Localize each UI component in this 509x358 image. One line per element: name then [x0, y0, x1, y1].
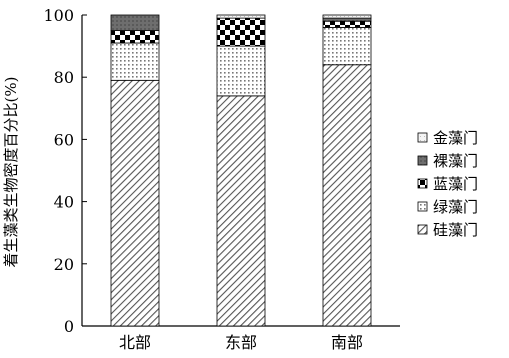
bar-segment: [110, 42, 160, 81]
legend-label: 金藻门: [433, 129, 478, 147]
x-tick-label: 南部: [331, 333, 363, 352]
legend-swatch: [417, 155, 428, 166]
bar-segment: [110, 79, 160, 327]
y-tick-label: 80: [54, 68, 74, 87]
bar-segment: [216, 17, 266, 47]
bar-segment: [216, 45, 266, 97]
legend-swatch: [417, 132, 428, 143]
y-tick-label: 60: [54, 130, 74, 149]
bar-segment: [322, 64, 372, 327]
y-tick-label: 100: [43, 6, 74, 25]
bars: [110, 14, 372, 327]
x-tick-labels: 北部 东部 南部: [119, 333, 363, 352]
y-tick-label: 20: [54, 255, 74, 274]
bar-segment: [216, 95, 266, 327]
legend-swatch: [417, 201, 428, 212]
legend-swatch: [417, 224, 428, 235]
y-tick-label: 40: [54, 193, 74, 212]
bar-segment: [216, 14, 266, 19]
bar-segment: [322, 14, 372, 19]
bar-segment: [322, 20, 372, 28]
legend-label: 绿藻门: [433, 198, 478, 216]
legend-swatch: [417, 178, 428, 189]
legend-label: 裸藻门: [433, 152, 478, 170]
x-tick-label: 东部: [225, 333, 257, 352]
y-tick-labels: 0 20 40 60 80 100: [43, 6, 74, 336]
y-tick-label: 0: [64, 317, 74, 336]
bar-segment: [110, 14, 160, 31]
y-axis-label: 着生藻类生物密度百分比(%): [2, 77, 20, 268]
bar-segment: [110, 30, 160, 44]
legend-label: 蓝藻门: [433, 175, 478, 193]
x-tick-label: 北部: [119, 333, 151, 352]
bar-segment: [322, 17, 372, 22]
bar-segment: [322, 27, 372, 66]
legend-label: 硅藻门: [433, 221, 478, 239]
